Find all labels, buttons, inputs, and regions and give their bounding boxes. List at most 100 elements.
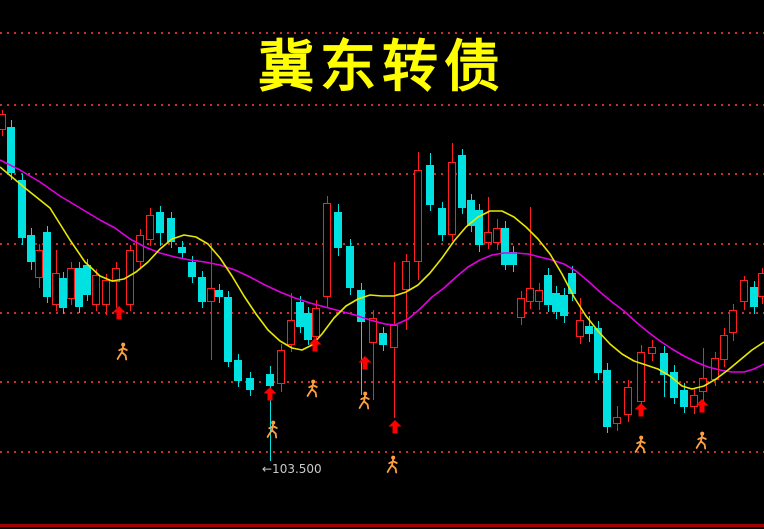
candle-down (458, 155, 466, 208)
candle-down (198, 277, 206, 302)
price-annotation: ←103.500 (262, 462, 322, 476)
candle-down (544, 275, 552, 305)
candle-up (720, 335, 728, 360)
candle-down (246, 378, 254, 390)
buy-arrow-icon (695, 399, 709, 418)
runner-icon (386, 455, 400, 479)
buy-arrow-icon (112, 306, 126, 325)
candle-down (75, 268, 83, 307)
candle-up (126, 250, 134, 305)
candle-down (178, 247, 186, 253)
candle-up (323, 203, 331, 297)
candle-down (379, 333, 387, 345)
runner-icon (266, 420, 280, 444)
candle-down (750, 287, 758, 307)
candle-down (266, 374, 274, 386)
candle-up (112, 268, 120, 282)
runner-icon (358, 391, 372, 415)
buy-arrow-icon (634, 403, 648, 422)
candle-up (136, 235, 144, 262)
candle-up (637, 352, 645, 402)
chart-title: 冀东转债 (258, 35, 506, 98)
runner-icon (116, 342, 130, 366)
candle-up (414, 170, 422, 262)
buy-arrow-icon (358, 356, 372, 375)
candle-down (603, 370, 611, 427)
candle-up (690, 395, 698, 407)
candle-down (156, 212, 164, 233)
candle-down (680, 390, 688, 407)
candle-up (729, 310, 737, 333)
gridline (0, 173, 764, 175)
candle-down (346, 246, 354, 288)
candle-down (234, 360, 242, 381)
candle-down (215, 290, 223, 297)
runner-icon (634, 435, 648, 459)
bottom-border (0, 524, 764, 527)
candle-up (526, 288, 534, 302)
candle-up (758, 273, 764, 297)
candle-down (438, 208, 446, 235)
candle-down (560, 295, 568, 316)
candle-up (0, 114, 6, 130)
gridline (0, 104, 764, 106)
candle-up (493, 228, 501, 243)
candle-down (568, 273, 576, 294)
runner-icon (306, 379, 320, 403)
candle-down (296, 302, 304, 327)
candle-down (426, 165, 434, 205)
candle-up (102, 280, 110, 305)
candle-up-wick (211, 244, 212, 360)
candle-up (535, 290, 543, 302)
candle-down (594, 328, 602, 373)
candle-up (517, 298, 525, 318)
candle-up (390, 325, 398, 348)
candle-up (146, 215, 154, 240)
candle-down (188, 262, 196, 277)
candle-up (740, 280, 748, 302)
candle-down (670, 372, 678, 398)
candle-down (475, 210, 483, 245)
candle-up (312, 308, 320, 337)
candle-down (585, 326, 593, 334)
candle-down (7, 127, 15, 173)
candle-down (467, 200, 475, 226)
candle-down (334, 212, 342, 248)
candle-up (287, 320, 295, 345)
buy-arrow-icon (388, 420, 402, 439)
candle-up (35, 250, 43, 278)
candle-up (711, 358, 719, 380)
candle-up (576, 320, 584, 337)
candle-up (699, 378, 707, 392)
candle-down-wick (270, 366, 271, 461)
candle-down (304, 313, 312, 340)
gridline (0, 243, 764, 245)
candle-down (43, 232, 51, 297)
candle-up (484, 232, 492, 243)
candle-down (357, 290, 365, 322)
buy-arrow-icon (308, 338, 322, 357)
candle-down (501, 228, 509, 265)
candle-down (27, 235, 35, 262)
candle-up (624, 387, 632, 415)
candle-up (207, 288, 215, 302)
gridline (0, 381, 764, 383)
candle-down (224, 297, 232, 362)
gridline (0, 32, 764, 34)
runner-icon (695, 431, 709, 455)
candle-down (59, 278, 67, 308)
candle-up (92, 275, 100, 305)
candle-up (613, 417, 621, 424)
candle-down (83, 265, 91, 295)
gridline (0, 451, 764, 453)
candle-down (552, 293, 560, 312)
candle-up (277, 350, 285, 384)
candle-down (18, 180, 26, 238)
candle-up (67, 268, 75, 299)
candle-up (369, 318, 377, 343)
buy-arrow-icon (263, 387, 277, 406)
candle-up (402, 261, 410, 290)
candle-down (509, 252, 517, 265)
candle-up (448, 162, 456, 235)
